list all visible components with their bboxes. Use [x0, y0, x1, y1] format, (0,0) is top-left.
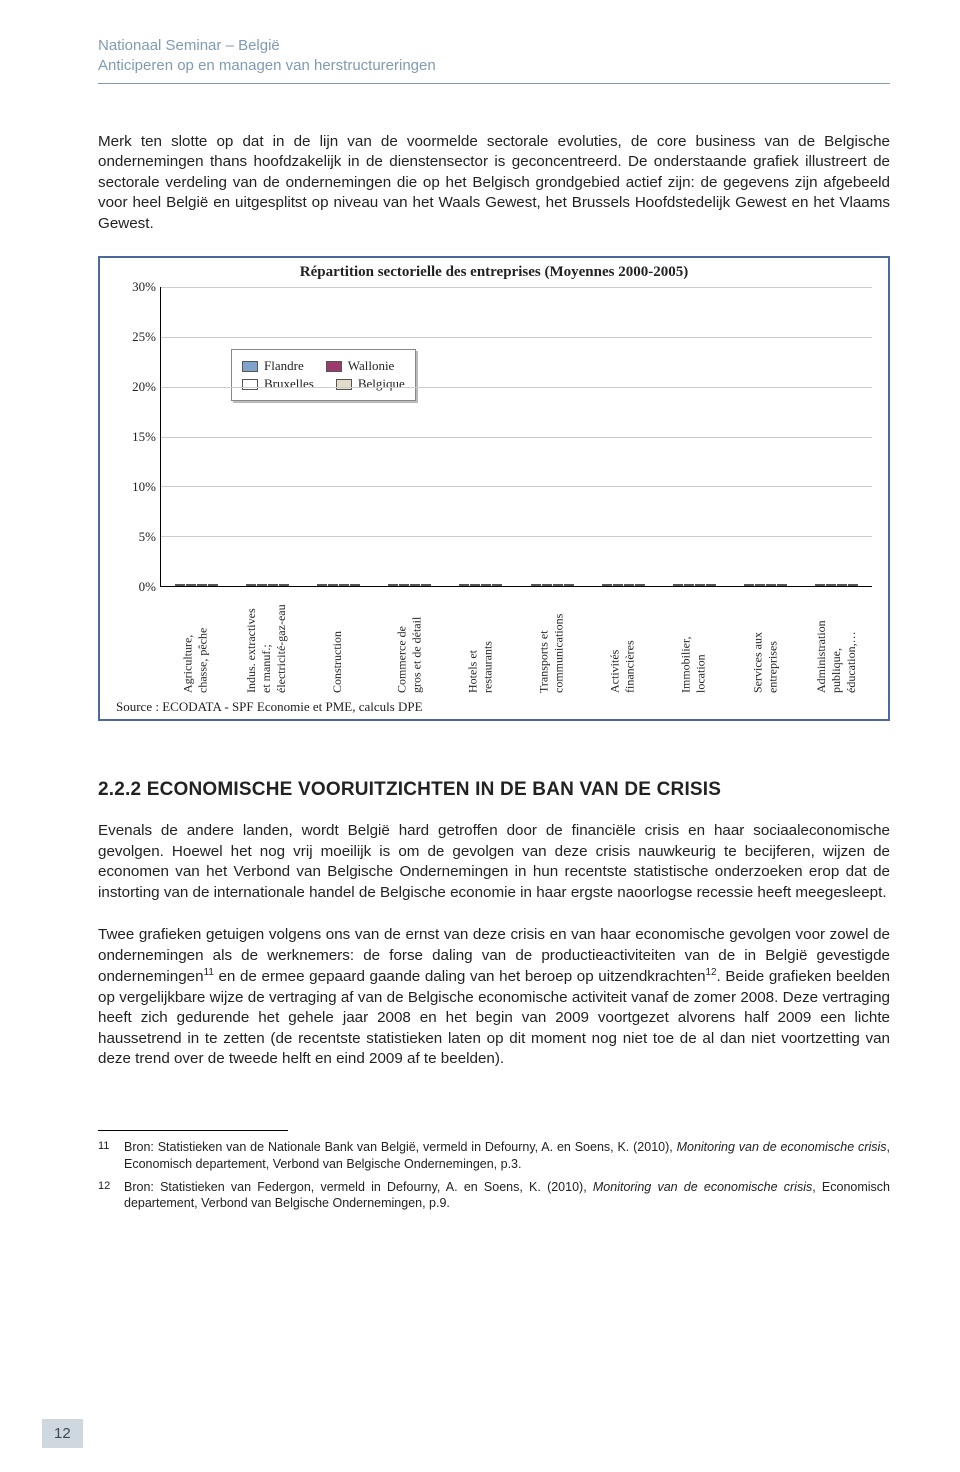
bar	[257, 584, 267, 586]
footnotes: 11Bron: Statistieken van de Nationale Ba…	[98, 1139, 890, 1213]
bar-group	[801, 584, 872, 586]
x-label: Agriculture,chasse, pêche	[160, 587, 231, 697]
chart-legend: Flandre Wallonie Bruxelles Belgique	[231, 349, 416, 401]
bar-group	[374, 584, 445, 586]
x-label: Hotels etrestaurants	[445, 587, 516, 697]
y-tick: 10%	[132, 479, 156, 495]
bar	[410, 584, 420, 586]
bar	[613, 584, 623, 586]
x-label: Services auxentreprises	[730, 587, 801, 697]
bar	[848, 584, 858, 586]
x-label: Construction	[302, 587, 373, 697]
chart-title: Répartition sectorielle des entreprises …	[116, 264, 872, 281]
x-label: Administrationpublique,éducation,…	[801, 587, 872, 697]
bar	[279, 584, 289, 586]
bar-group	[516, 584, 587, 586]
bar	[766, 584, 776, 586]
bar	[317, 584, 327, 586]
bar	[492, 584, 502, 586]
bar	[744, 584, 754, 586]
y-tick: 25%	[132, 329, 156, 345]
bar	[421, 584, 431, 586]
x-label: Transports etcommunications	[516, 587, 587, 697]
bar	[826, 584, 836, 586]
y-axis: 30%25%20%15%10%5%0%	[116, 287, 160, 587]
bar	[777, 584, 787, 586]
chart-source: Source : ECODATA - SPF Economie et PME, …	[116, 699, 872, 715]
bar	[673, 584, 683, 586]
bar	[706, 584, 716, 586]
bar	[186, 584, 196, 586]
x-axis-labels: Agriculture,chasse, pêcheIndus. extracti…	[160, 587, 872, 697]
bar	[531, 584, 541, 586]
footnote: 11Bron: Statistieken van de Nationale Ba…	[98, 1139, 890, 1173]
bar	[684, 584, 694, 586]
legend-item: Bruxelles	[242, 376, 314, 392]
header-line1: Nationaal Seminar – België	[98, 36, 890, 56]
bar	[553, 584, 563, 586]
y-tick: 0%	[139, 579, 156, 595]
legend-item: Flandre	[242, 358, 304, 374]
y-tick: 15%	[132, 429, 156, 445]
bar	[459, 584, 469, 586]
bar	[328, 584, 338, 586]
bar-group	[659, 584, 730, 586]
bar	[350, 584, 360, 586]
x-label: Commerce degros et de détail	[374, 587, 445, 697]
bar-group	[232, 584, 303, 586]
bar	[481, 584, 491, 586]
bar-group	[730, 584, 801, 586]
bar-group	[303, 584, 374, 586]
page-number: 12	[42, 1419, 83, 1448]
chart-frame: Répartition sectorielle des entreprises …	[98, 256, 890, 721]
x-label: Immobilier,location	[658, 587, 729, 697]
footnote: 12Bron: Statistieken van Federgon, verme…	[98, 1179, 890, 1213]
legend-item: Wallonie	[326, 358, 395, 374]
footnote-rule	[98, 1130, 288, 1131]
y-tick: 5%	[139, 529, 156, 545]
chart-area: 30%25%20%15%10%5%0% FlandreWallonieBruxe…	[116, 287, 872, 587]
y-tick: 30%	[132, 279, 156, 295]
intro-paragraph: Merk ten slotte op dat in de lijn van de…	[98, 132, 890, 235]
bar	[635, 584, 645, 586]
page: Nationaal Seminar – België Anticiperen o…	[0, 0, 960, 1472]
paragraph-3: Twee grafieken getuigen volgens ons van …	[98, 925, 890, 1070]
bar	[755, 584, 765, 586]
bar-group	[161, 584, 232, 586]
bar	[246, 584, 256, 586]
bar	[399, 584, 409, 586]
bar-group	[588, 584, 659, 586]
bar	[339, 584, 349, 586]
bar	[695, 584, 705, 586]
bar	[175, 584, 185, 586]
section-heading: 2.2.2 ECONOMISCHE VOORUITZICHTEN IN DE B…	[98, 779, 890, 801]
chart-plot: Flandre Wallonie Bruxelles Belgique	[160, 287, 872, 587]
bar	[197, 584, 207, 586]
bar	[388, 584, 398, 586]
y-tick: 20%	[132, 379, 156, 395]
paragraph-2: Evenals de andere landen, wordt België h…	[98, 821, 890, 903]
x-label: Indus. extractiveset manuf.;électricité-…	[231, 587, 302, 697]
bar-group	[445, 584, 516, 586]
bar	[542, 584, 552, 586]
bar	[815, 584, 825, 586]
bar	[624, 584, 634, 586]
legend-item: Belgique	[336, 376, 405, 392]
bar	[208, 584, 218, 586]
bar	[837, 584, 847, 586]
bar	[602, 584, 612, 586]
x-label: Activitésfinancières	[587, 587, 658, 697]
bar	[564, 584, 574, 586]
header-line2: Anticiperen op en managen van herstructu…	[98, 56, 890, 76]
bar	[268, 584, 278, 586]
header-rule	[98, 83, 890, 84]
bar	[470, 584, 480, 586]
